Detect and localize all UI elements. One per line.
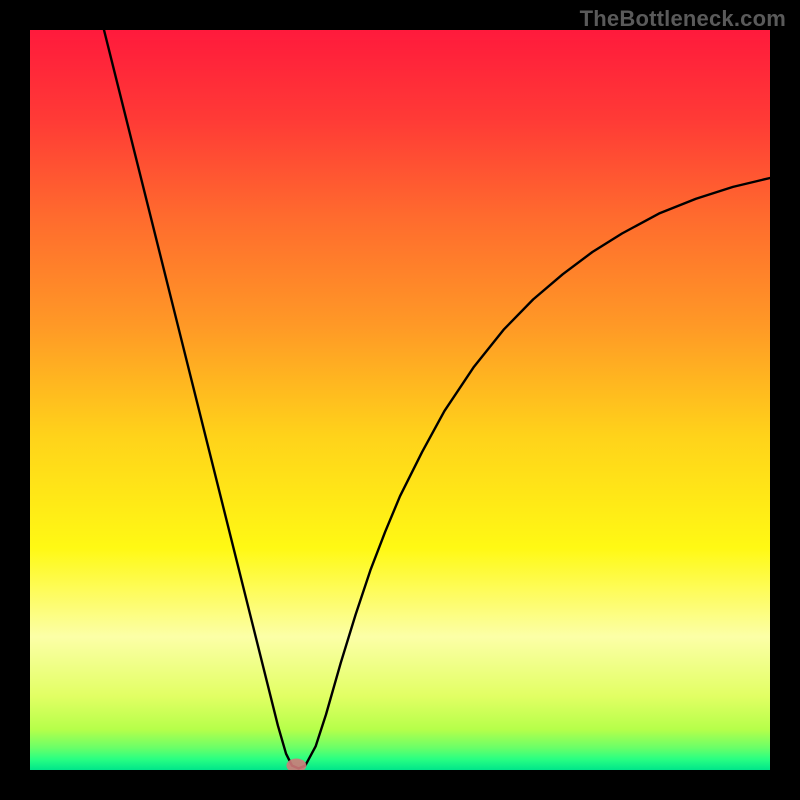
gradient-background xyxy=(30,30,770,770)
watermark-text: TheBottleneck.com xyxy=(580,6,786,32)
outer-frame: TheBottleneck.com xyxy=(0,0,800,800)
plot-area xyxy=(30,30,770,770)
chart-svg xyxy=(30,30,770,770)
